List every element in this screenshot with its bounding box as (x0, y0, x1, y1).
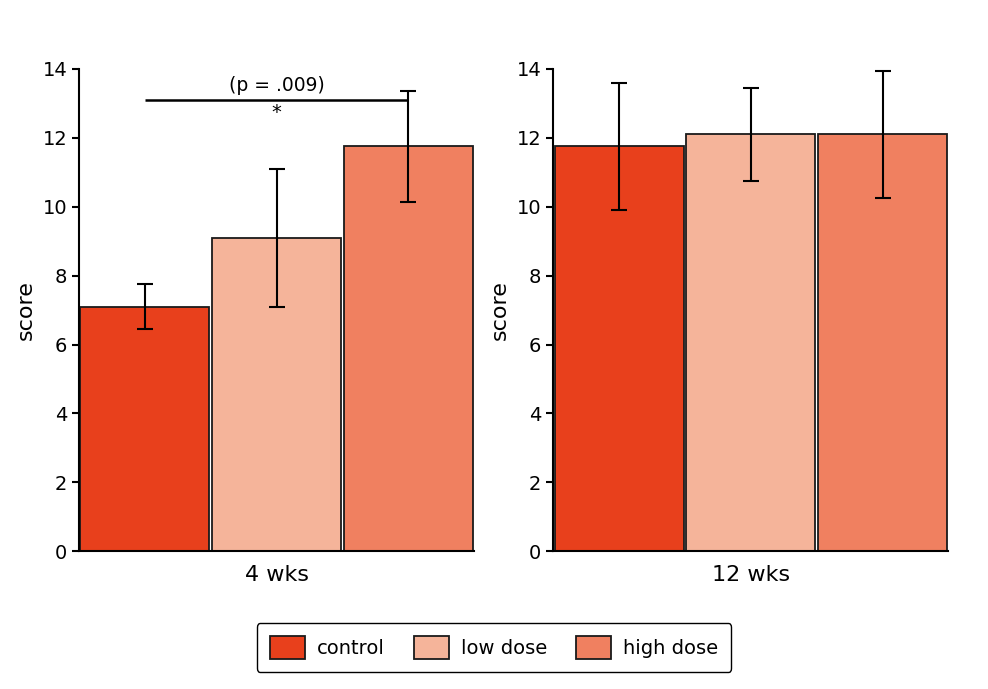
Legend: control, low dose, high dose: control, low dose, high dose (257, 623, 731, 672)
Bar (818, 134, 947, 551)
X-axis label: 4 wks: 4 wks (245, 565, 308, 585)
X-axis label: 12 wks: 12 wks (711, 565, 790, 585)
Bar (80, 307, 209, 551)
Text: (p = .009): (p = .009) (229, 76, 324, 95)
Text: *: * (272, 103, 282, 122)
Y-axis label: score: score (490, 280, 510, 340)
Bar (554, 147, 684, 551)
Bar (687, 134, 815, 551)
Y-axis label: score: score (16, 280, 36, 340)
Bar (344, 147, 473, 551)
Bar (212, 238, 341, 551)
